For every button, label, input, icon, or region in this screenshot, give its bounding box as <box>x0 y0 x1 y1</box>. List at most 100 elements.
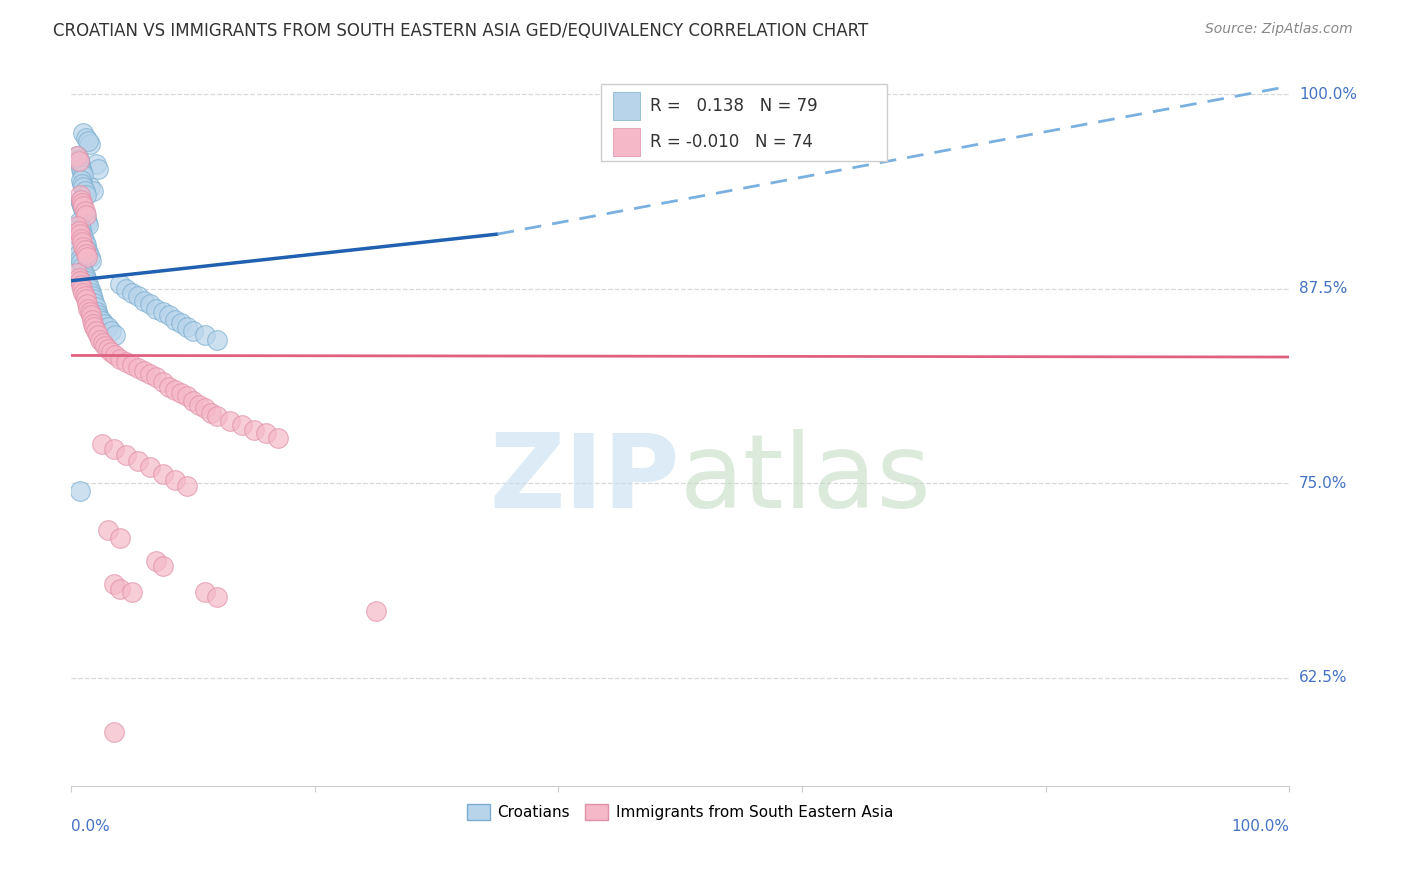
Point <box>77 134 100 148</box>
Point <box>115 281 138 295</box>
Point <box>67 224 90 238</box>
Point <box>207 333 229 347</box>
Point <box>73 289 96 303</box>
Point <box>194 328 217 343</box>
Point <box>72 180 94 194</box>
Point <box>127 360 149 375</box>
Point <box>121 585 143 599</box>
Point <box>145 301 167 316</box>
Point <box>176 479 198 493</box>
Text: Source: ZipAtlas.com: Source: ZipAtlas.com <box>1205 22 1353 37</box>
Point <box>103 442 125 456</box>
Point <box>104 348 127 362</box>
Point <box>72 264 94 278</box>
Point <box>97 320 120 334</box>
Point <box>82 293 104 307</box>
Point <box>73 203 96 218</box>
Point <box>67 247 90 261</box>
Point <box>157 308 180 322</box>
Point <box>75 247 97 261</box>
Point <box>152 467 174 481</box>
Point <box>157 379 180 393</box>
Point <box>200 406 222 420</box>
Point <box>163 312 186 326</box>
Point <box>84 300 107 314</box>
Point <box>80 308 103 322</box>
Point <box>127 454 149 468</box>
Point <box>69 252 91 266</box>
Point <box>86 305 108 319</box>
Point <box>72 202 94 217</box>
Point <box>75 238 97 252</box>
Point <box>181 393 204 408</box>
Point <box>69 483 91 498</box>
Point <box>181 324 204 338</box>
Point <box>73 184 96 198</box>
Point <box>80 289 103 303</box>
Point <box>75 188 97 202</box>
Bar <box>613 128 640 156</box>
Point <box>79 251 101 265</box>
Point <box>69 274 91 288</box>
Point <box>66 149 89 163</box>
Point <box>134 293 156 308</box>
Point <box>77 245 100 260</box>
Text: R =   0.138   N = 79: R = 0.138 N = 79 <box>650 97 817 115</box>
Point <box>91 336 114 351</box>
Point <box>70 232 93 246</box>
Point <box>218 414 240 428</box>
Point <box>243 423 266 437</box>
Point <box>72 230 94 244</box>
Point <box>207 590 229 604</box>
Point <box>69 188 91 202</box>
Point <box>66 266 89 280</box>
Point <box>152 305 174 319</box>
Point <box>108 351 131 366</box>
Text: R = -0.010   N = 74: R = -0.010 N = 74 <box>650 133 813 151</box>
Point <box>145 554 167 568</box>
Point <box>79 180 101 194</box>
Point <box>90 314 112 328</box>
Point <box>170 316 193 330</box>
Point <box>103 725 125 739</box>
Point <box>139 367 162 381</box>
Point <box>176 320 198 334</box>
Point <box>76 274 98 288</box>
Point <box>139 460 162 475</box>
Point <box>87 161 110 176</box>
Point <box>77 218 100 232</box>
Point <box>80 312 103 326</box>
Point <box>79 305 101 319</box>
Legend: Croatians, Immigrants from South Eastern Asia: Croatians, Immigrants from South Eastern… <box>461 798 900 826</box>
Point <box>70 260 93 274</box>
Point <box>97 343 120 357</box>
Point <box>73 243 96 257</box>
Point <box>80 286 103 301</box>
Point <box>75 270 97 285</box>
Point <box>89 333 111 347</box>
Point <box>72 239 94 253</box>
Point <box>70 178 93 192</box>
Point <box>152 375 174 389</box>
Point <box>67 270 90 285</box>
Point <box>70 199 93 213</box>
Point <box>67 214 90 228</box>
Point <box>87 308 110 322</box>
Point <box>176 389 198 403</box>
Point <box>188 398 211 412</box>
Point <box>75 130 97 145</box>
Point <box>75 293 97 307</box>
Point <box>87 328 110 343</box>
Point <box>82 184 104 198</box>
Point <box>254 426 277 441</box>
Point <box>163 473 186 487</box>
Point <box>104 328 127 343</box>
Point <box>103 577 125 591</box>
Point <box>90 437 112 451</box>
Point <box>83 320 105 334</box>
Point <box>89 311 111 326</box>
Point <box>73 207 96 221</box>
Point <box>66 219 89 234</box>
Point <box>70 255 93 269</box>
Point <box>97 523 120 537</box>
